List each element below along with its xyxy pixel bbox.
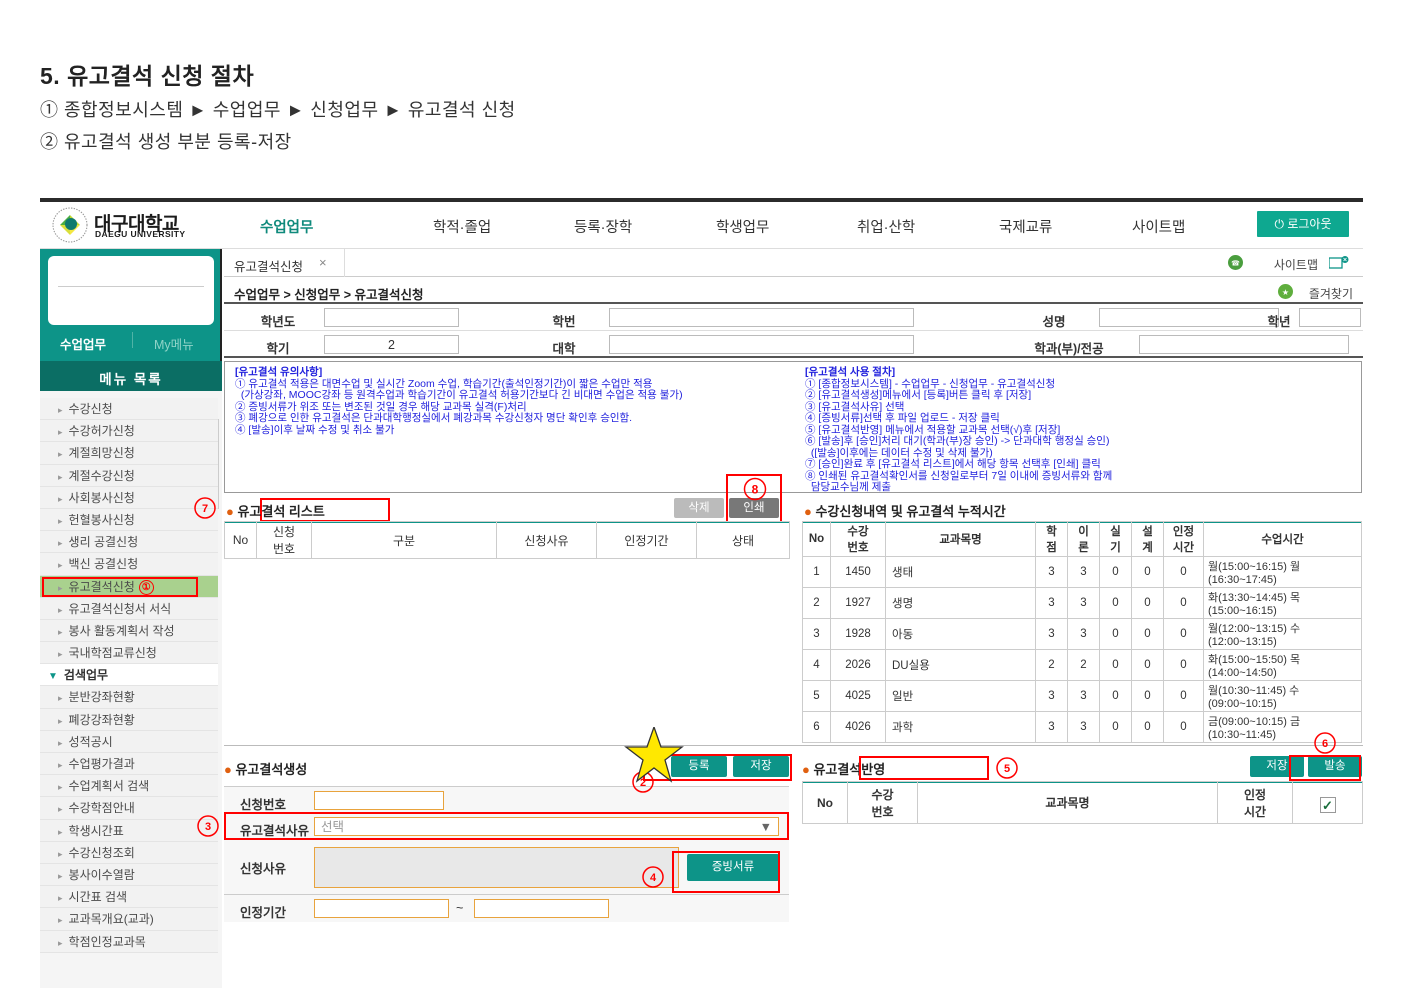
svg-text:☎: ☎ — [1231, 260, 1240, 268]
svg-text:3: 3 — [205, 821, 211, 833]
svg-text:4: 4 — [650, 872, 657, 884]
svg-text:5: 5 — [1004, 763, 1010, 775]
svg-text:★: ★ — [1282, 288, 1289, 297]
svg-text:7: 7 — [202, 503, 208, 515]
svg-text:8: 8 — [752, 483, 759, 497]
svg-text:6: 6 — [1322, 738, 1328, 750]
